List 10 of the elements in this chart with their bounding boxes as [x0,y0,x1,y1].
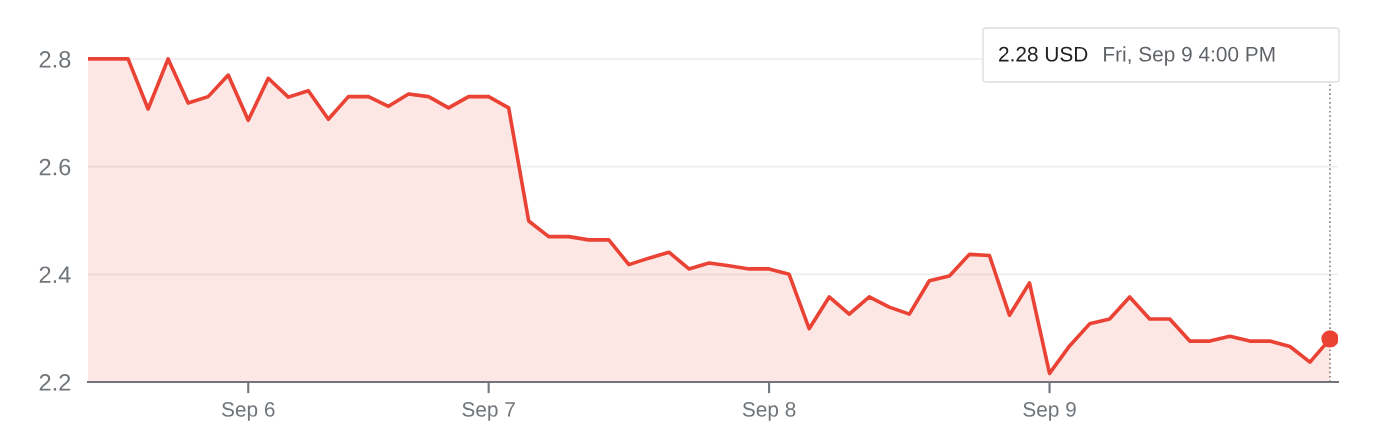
annotation: 2.28 USD [999,46,1088,62]
x-tick-label: Sep 9 [1023,401,1076,421]
annotation: Fri, Sep 9 4:00 PM [1104,46,1275,66]
y-tick-label: 2.2 [39,374,71,391]
x-tick-label: Sep 8 [742,401,796,421]
x-tick-label: Sep 6 [221,401,275,421]
y-tick-label: 2.6 [39,158,71,176]
x-tick-label: Sep 7 [462,401,515,421]
y-tick-label: 2.4 [39,266,71,283]
y-tick-label: 2.8 [39,50,71,68]
